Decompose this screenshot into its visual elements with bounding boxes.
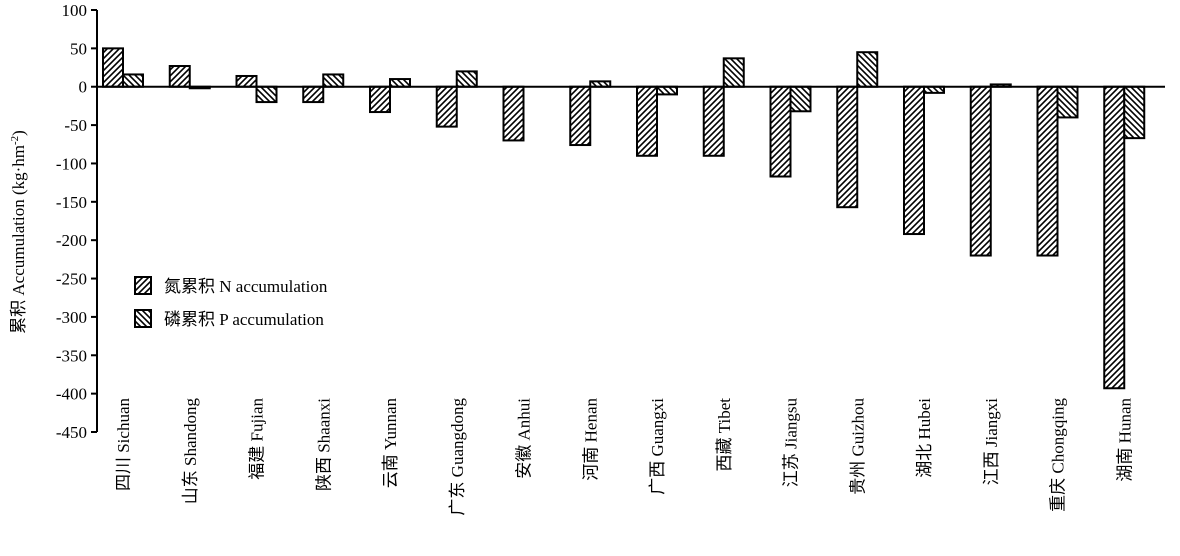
category-label: 湖北 Hubei [915,398,934,478]
category-label: 安徽 Anhui [515,398,534,479]
legend-swatch-p [134,309,152,328]
p-accumulation-bar [856,51,879,88]
y-tick-label: -300 [56,308,87,327]
p-accumulation-bar [255,85,278,104]
y-tick-label: -200 [56,231,87,250]
category-label: 山东 Shandong [181,398,200,505]
p-accumulation-bar [789,85,812,113]
n-accumulation-bar [1036,85,1059,257]
category-label: 江苏 Jiangsu [782,398,801,488]
p-accumulation-bar [722,57,745,88]
y-tick-label: 100 [62,1,88,20]
category-label: 四川 Sichuan [114,398,133,492]
p-accumulation-bar [389,78,411,88]
y-tick-label: -50 [64,116,87,135]
n-accumulation-bar [235,74,258,88]
y-tick-label: -150 [56,193,87,212]
n-accumulation-bar [502,85,525,142]
n-accumulation-bar [1103,85,1126,390]
n-accumulation-bar [435,85,458,128]
n-accumulation-bar [369,85,391,114]
legend-label-n: 氮累积 N accumulation [164,277,328,296]
legend-swatch-n [134,276,152,295]
category-label: 贵州 Guizhou [848,398,867,495]
n-accumulation-bar [769,85,792,178]
legend-label-p: 磷累积 P accumulation [164,310,324,329]
p-accumulation-bar [455,70,478,88]
category-label: 福建 Fujian [248,398,267,480]
y-axis-title: 累积 Accumulation (kg·hm-2) [9,130,28,334]
bars-group [102,47,1146,390]
p-accumulation-bar [1056,85,1079,119]
n-accumulation-bar [569,85,592,147]
category-label: 江西 Jiangxi [982,398,1001,486]
n-accumulation-bar [903,85,925,236]
legend: 氮累积 N accumulation 磷累积 P accumulation [134,276,328,329]
category-label: 河南 Henan [581,398,600,481]
p-accumulation-bar [656,85,678,96]
n-accumulation-bar [636,85,658,157]
category-label: 广东 Guangdong [448,398,467,516]
n-accumulation-bar [168,65,191,88]
y-tick-label: -450 [56,423,87,442]
n-accumulation-bar [702,85,725,157]
p-accumulation-bar [322,73,345,88]
category-label: 西藏 Tibet [715,398,734,472]
y-tick-label: -250 [56,270,87,289]
category-label: 广西 Guangxi [648,398,667,495]
n-accumulation-bar [302,85,325,104]
category-label: 湖南 Hunan [1115,398,1134,482]
n-accumulation-bar [836,85,859,209]
y-tick-label: -350 [56,346,87,365]
y-tick-label: -400 [56,385,87,404]
category-label: 云南 Yunnan [381,398,400,489]
n-accumulation-bar [969,85,992,257]
n-accumulation-bar [102,47,124,88]
p-accumulation-bar [122,73,144,88]
y-tick-label: 0 [79,78,88,97]
category-labels: 四川 Sichuan 山东 Shandong 福建 Fujian 陕西 Shaanxi… [114,398,1134,516]
y-tick-label: 50 [70,39,87,58]
category-label: 重庆 Chongqing [1049,398,1068,512]
y-axis: 100 50 0 -50 -100 -150 -200 -250 -300 -350 -400 -45… [56,1,98,442]
category-label: 陕西 Shaanxi [314,398,333,491]
y-tick-label: -100 [56,154,87,173]
p-accumulation-bar [1123,85,1146,140]
